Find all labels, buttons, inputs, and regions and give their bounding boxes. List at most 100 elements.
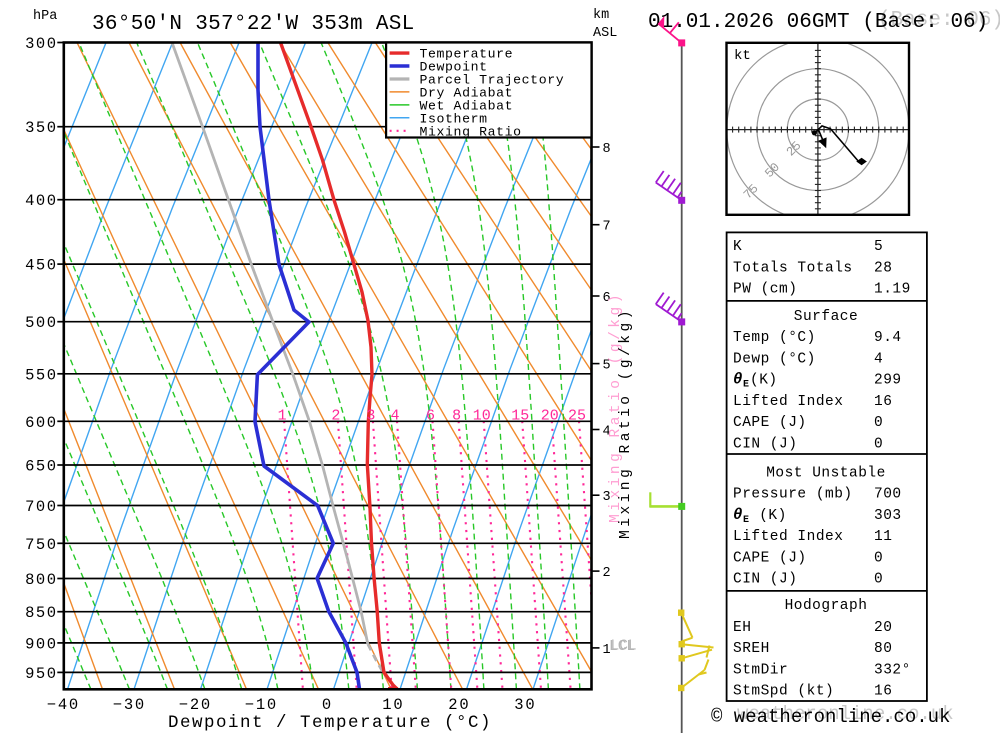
svg-text:0: 0 xyxy=(874,437,883,453)
svg-text:1.19: 1.19 xyxy=(874,282,911,298)
svg-text:900: 900 xyxy=(25,635,57,653)
svg-text:hPa: hPa xyxy=(33,9,57,24)
svg-text:−30: −30 xyxy=(113,696,146,714)
svg-text:weatheronline.co.uk: weatheronline.co.uk xyxy=(737,703,954,725)
svg-text:Temp (°C): Temp (°C) xyxy=(733,330,816,346)
svg-text:0: 0 xyxy=(874,415,883,431)
svg-text:4: 4 xyxy=(874,351,883,367)
svg-text:ASL: ASL xyxy=(593,26,617,41)
svg-text:km: km xyxy=(593,8,609,23)
svg-text:332°: 332° xyxy=(874,662,911,678)
svg-text:Isotherm: Isotherm xyxy=(420,111,488,126)
svg-text:11: 11 xyxy=(874,529,892,545)
svg-text:K: K xyxy=(733,239,742,255)
svg-text:2: 2 xyxy=(603,566,611,581)
svg-text:Dewp (°C): Dewp (°C) xyxy=(733,351,816,367)
svg-text:01.01.2026 06GMT (Base: 06): 01.01.2026 06GMT (Base: 06) xyxy=(648,11,988,34)
svg-text:(K): (K) xyxy=(750,508,787,524)
svg-text:0: 0 xyxy=(322,696,333,714)
svg-text:2: 2 xyxy=(331,408,340,425)
svg-text:(Base: 06): (Base: 06) xyxy=(878,9,1000,32)
svg-text:SREH: SREH xyxy=(733,641,770,657)
svg-text:Mixing Ratio (g/kg): Mixing Ratio (g/kg) xyxy=(608,291,624,523)
svg-text:20: 20 xyxy=(541,408,559,425)
svg-text:15: 15 xyxy=(511,408,529,425)
svg-text:10: 10 xyxy=(473,408,491,425)
svg-text:Lifted Index: Lifted Index xyxy=(733,394,843,410)
svg-text:CAPE (J): CAPE (J) xyxy=(733,550,807,566)
svg-text:20: 20 xyxy=(874,620,892,636)
svg-text:PW (cm): PW (cm) xyxy=(733,282,797,298)
svg-text:Surface: Surface xyxy=(794,309,858,325)
svg-text:25: 25 xyxy=(784,139,805,160)
svg-text:θ: θ xyxy=(733,371,742,389)
svg-text:LCL: LCL xyxy=(609,639,635,655)
svg-text:500: 500 xyxy=(25,314,57,332)
svg-text:θ: θ xyxy=(733,506,742,524)
svg-text:350: 350 xyxy=(25,119,57,137)
svg-text:299: 299 xyxy=(874,373,902,389)
svg-text:Lifted Index: Lifted Index xyxy=(733,529,843,545)
svg-text:550: 550 xyxy=(25,366,57,384)
svg-text:950: 950 xyxy=(25,665,57,683)
svg-text:Parcel Trajectory: Parcel Trajectory xyxy=(420,73,565,88)
svg-text:CIN (J): CIN (J) xyxy=(733,437,797,453)
svg-text:600: 600 xyxy=(25,414,57,432)
svg-text:8: 8 xyxy=(452,408,461,425)
svg-text:36°50'N 357°22'W 353m ASL: 36°50'N 357°22'W 353m ASL xyxy=(92,13,415,36)
svg-text:kt: kt xyxy=(734,48,751,64)
svg-text:−10: −10 xyxy=(245,696,278,714)
svg-text:LCL: LCL xyxy=(611,638,637,654)
svg-text:−20: −20 xyxy=(179,696,212,714)
svg-text:650: 650 xyxy=(25,458,57,476)
svg-text:StmSpd (kt): StmSpd (kt) xyxy=(733,684,834,700)
svg-text:Mixing Ratio (g/kg): Mixing Ratio (g/kg) xyxy=(618,307,634,539)
svg-text:6: 6 xyxy=(426,408,435,425)
svg-text:0: 0 xyxy=(874,550,883,566)
svg-text:400: 400 xyxy=(25,192,57,210)
svg-text:Dewpoint / Temperature (°C): Dewpoint / Temperature (°C) xyxy=(168,713,492,733)
svg-text:4: 4 xyxy=(603,425,611,440)
svg-text:Most Unstable: Most Unstable xyxy=(766,465,886,481)
svg-text:4: 4 xyxy=(390,408,399,425)
svg-text:303: 303 xyxy=(874,508,902,524)
svg-text:16: 16 xyxy=(874,394,892,410)
svg-text:Temperature: Temperature xyxy=(420,47,514,62)
svg-text:Hodograph: Hodograph xyxy=(785,598,868,614)
svg-text:16: 16 xyxy=(874,684,892,700)
svg-text:9.4: 9.4 xyxy=(874,330,902,346)
svg-text:6: 6 xyxy=(603,291,611,306)
svg-text:Totals Totals: Totals Totals xyxy=(733,260,853,276)
svg-text:300: 300 xyxy=(25,35,57,53)
svg-text:750: 750 xyxy=(25,536,57,554)
svg-text:−40: −40 xyxy=(47,696,80,714)
svg-text:EH: EH xyxy=(733,620,751,636)
svg-text:Mixing Ratio: Mixing Ratio xyxy=(420,124,522,139)
svg-text:Dry Adiabat: Dry Adiabat xyxy=(420,85,514,100)
svg-text:Pressure (mb): Pressure (mb) xyxy=(733,487,853,503)
svg-text:450: 450 xyxy=(25,257,57,275)
svg-text:700: 700 xyxy=(25,498,57,516)
svg-text:10: 10 xyxy=(382,696,404,714)
svg-text:700: 700 xyxy=(874,487,902,503)
svg-text:© weatheronline.co.uk: © weatheronline.co.uk xyxy=(711,706,950,728)
svg-text:850: 850 xyxy=(25,604,57,622)
svg-text:1: 1 xyxy=(278,408,287,425)
svg-text:28: 28 xyxy=(874,260,892,276)
svg-text:20: 20 xyxy=(448,696,470,714)
svg-text:CIN (J): CIN (J) xyxy=(733,572,797,588)
svg-text:3: 3 xyxy=(603,490,611,505)
svg-text:800: 800 xyxy=(25,571,57,589)
svg-text:1: 1 xyxy=(603,643,611,658)
svg-text:(K): (K) xyxy=(750,373,778,389)
svg-text:StmDir: StmDir xyxy=(733,662,788,678)
svg-text:3: 3 xyxy=(366,408,375,425)
svg-text:5: 5 xyxy=(874,239,883,255)
svg-text:25: 25 xyxy=(568,408,586,425)
svg-text:80: 80 xyxy=(874,641,892,657)
svg-text:E: E xyxy=(743,515,749,526)
svg-text:7: 7 xyxy=(603,220,611,235)
svg-text:Wet Adiabat: Wet Adiabat xyxy=(420,98,514,113)
svg-text:CAPE (J): CAPE (J) xyxy=(733,415,807,431)
svg-text:0: 0 xyxy=(874,572,883,588)
